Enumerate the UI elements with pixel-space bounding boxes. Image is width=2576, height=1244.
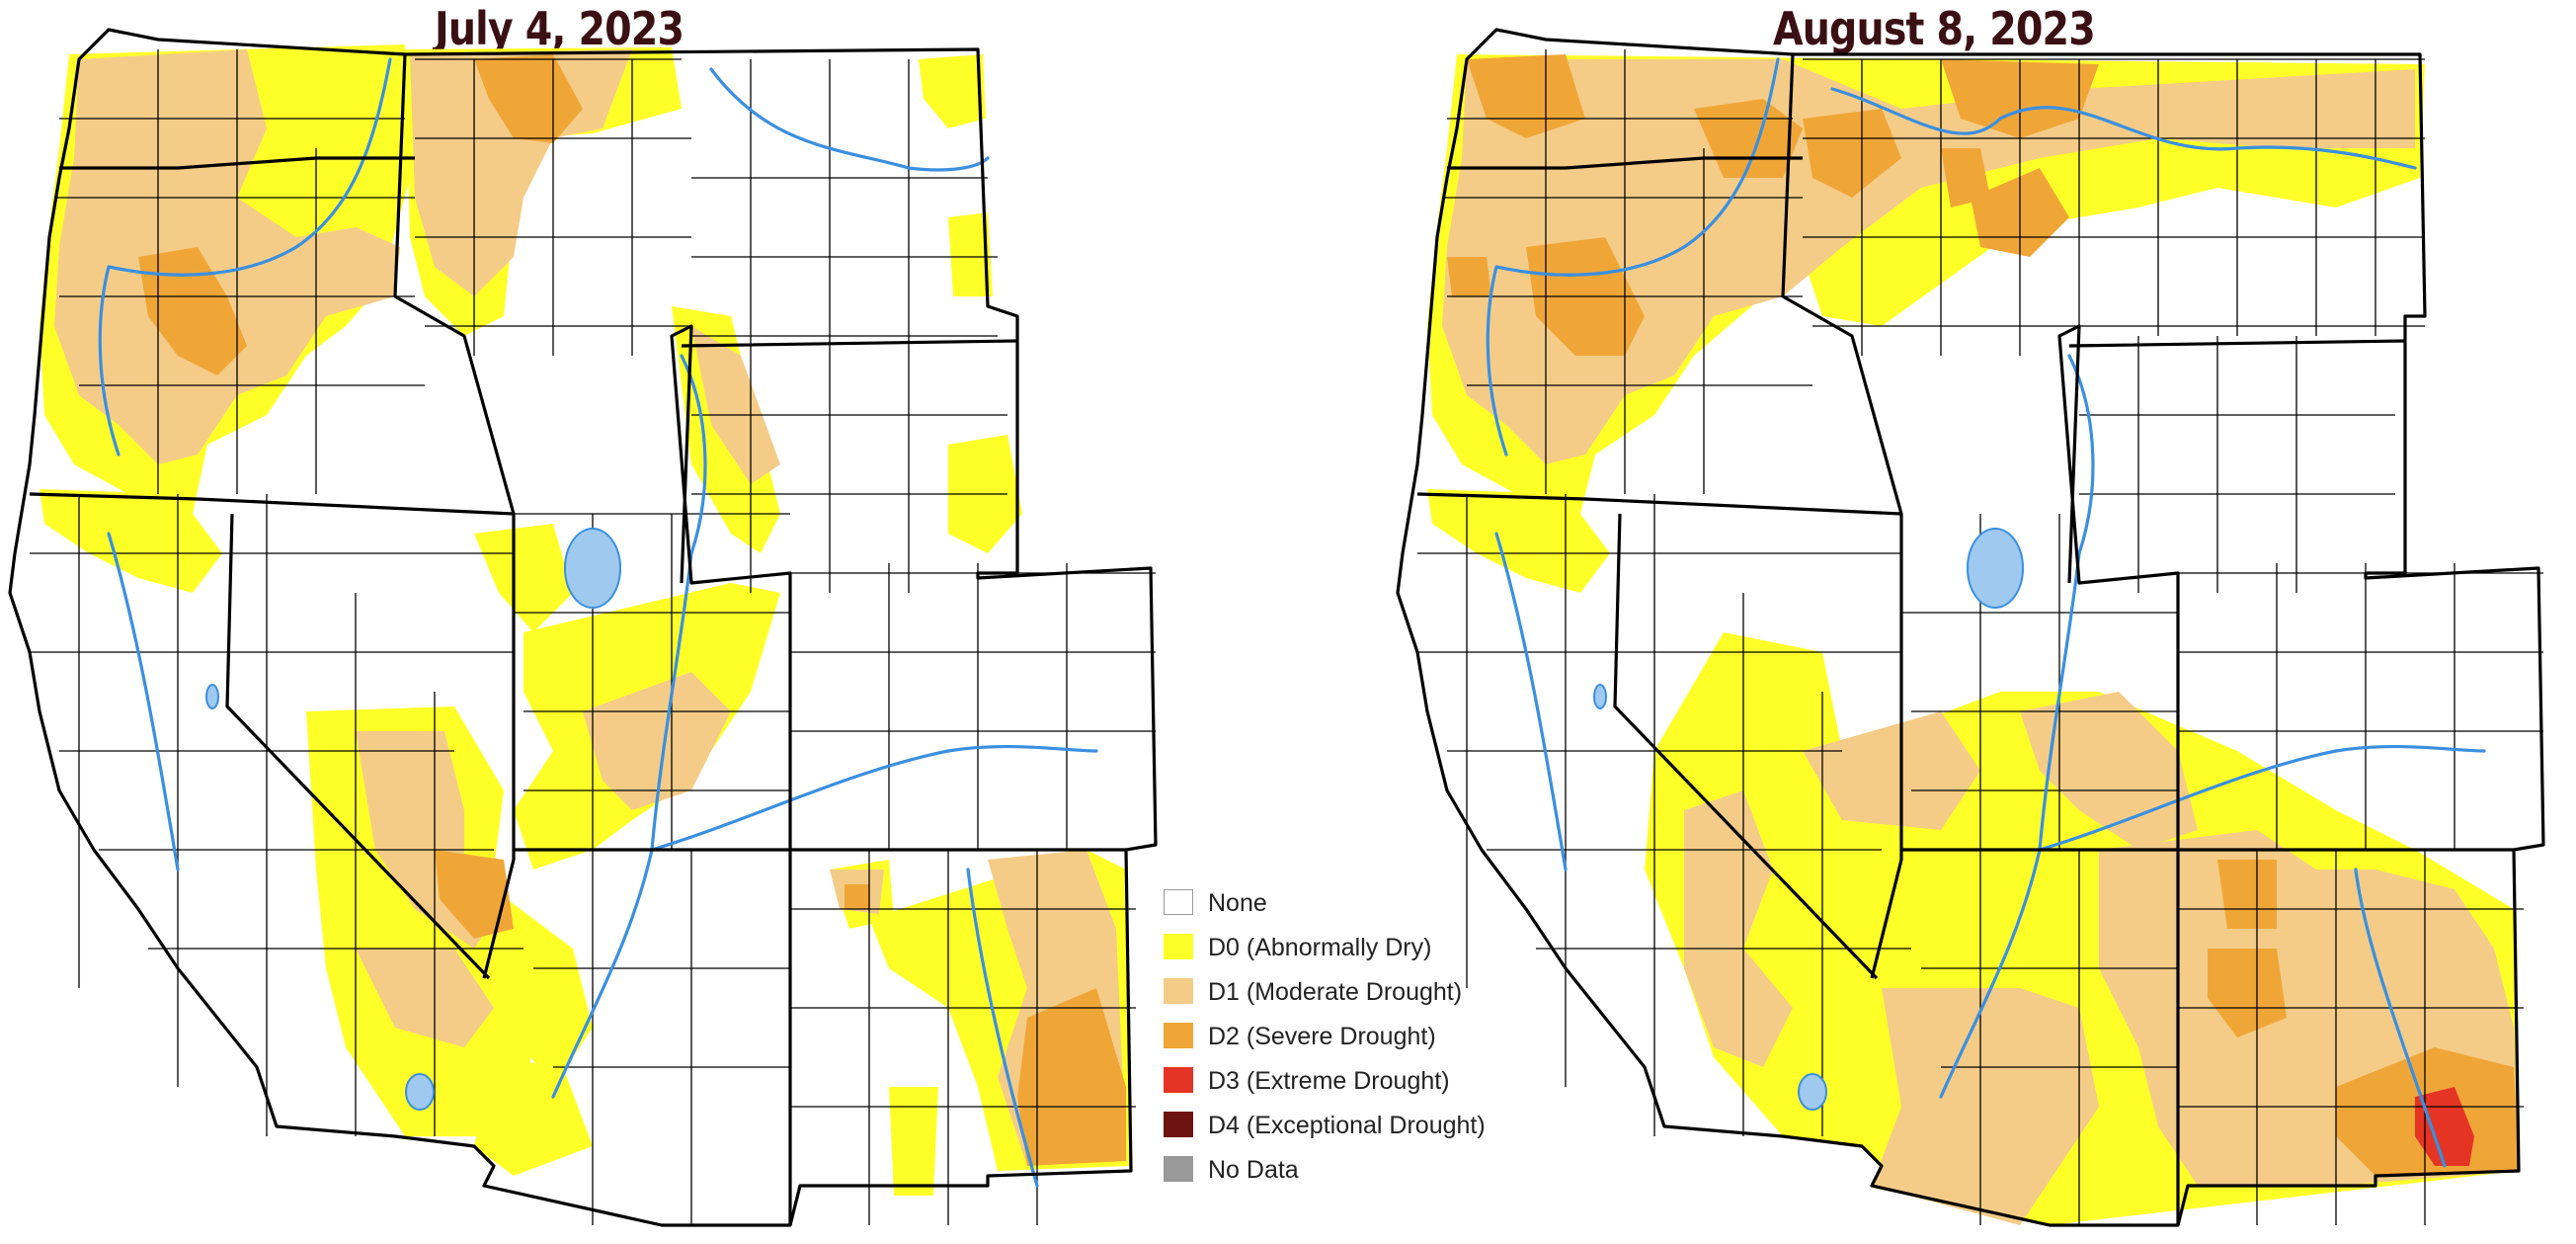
- legend-label-d4: D4 (Exceptional Drought): [1208, 1112, 1486, 1139]
- legend-swatch-d3: [1164, 1067, 1193, 1093]
- legend-label-none: None: [1208, 889, 1267, 917]
- drought-areas: [1427, 54, 2519, 1225]
- state-borders: [8, 28, 1158, 1227]
- state-borders: [1396, 28, 2545, 1227]
- legend-swatch-d4: [1164, 1112, 1193, 1137]
- great-salt-lake: [1967, 528, 2024, 609]
- salton-sea: [405, 1073, 435, 1111]
- legend-label-no-data: No Data: [1208, 1156, 1299, 1184]
- legend-label-d0: D0 (Abnormally Dry): [1208, 934, 1432, 961]
- salton-sea: [1798, 1073, 1827, 1111]
- legend-label-d3: D3 (Extreme Drought): [1208, 1067, 1450, 1095]
- drought-map-august: [1396, 28, 2545, 1227]
- lake-tahoe: [1593, 684, 1607, 709]
- lake-tahoe: [205, 684, 219, 709]
- map-title-july: July 4, 2023: [435, 2, 684, 55]
- legend-swatch-no-data: [1164, 1156, 1193, 1182]
- legend-swatch-d2: [1164, 1023, 1193, 1048]
- legend-swatch-d1: [1164, 978, 1193, 1004]
- great-salt-lake: [564, 528, 621, 609]
- legend-swatch-d0: [1164, 934, 1193, 959]
- county-lines: [30, 49, 1156, 1225]
- map-title-august: August 8, 2023: [1773, 2, 2096, 55]
- legend-label-d2: D2 (Severe Drought): [1208, 1023, 1436, 1050]
- drought-areas: [40, 44, 1131, 1196]
- drought-map-july: [8, 28, 1158, 1227]
- legend-swatch-none: [1164, 889, 1193, 915]
- rivers: [1486, 57, 2486, 1168]
- legend-label-d1: D1 (Moderate Drought): [1208, 978, 1463, 1006]
